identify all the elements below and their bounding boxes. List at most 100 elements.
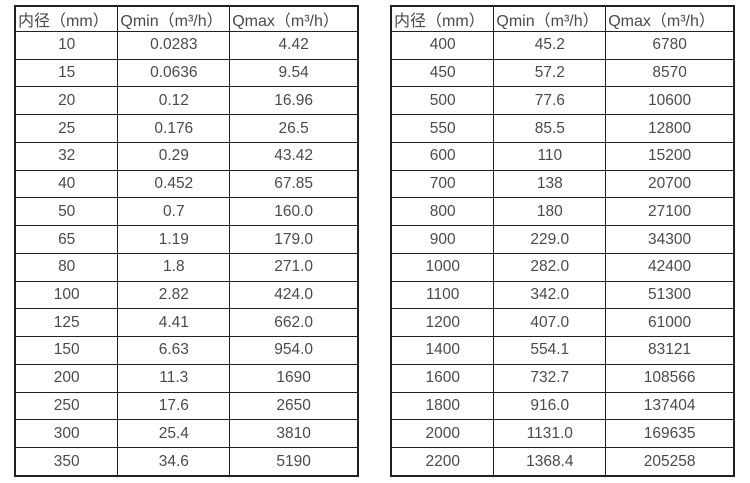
cell-qmax: 6780 xyxy=(605,31,735,60)
cell-qmax: 42400 xyxy=(605,252,735,282)
cell-qmin: 45.2 xyxy=(493,31,607,60)
cell-diameter: 300 xyxy=(14,419,119,449)
cell-qmin: 1.8 xyxy=(117,252,231,282)
cell-qmin: 1131.0 xyxy=(493,419,607,449)
cell-diameter: 600 xyxy=(390,141,495,171)
table-row: 450 57.2 8570 xyxy=(390,58,735,88)
cell-diameter: 32 xyxy=(14,141,119,171)
cell-diameter: 25 xyxy=(14,114,119,143)
cell-diameter: 450 xyxy=(390,58,495,88)
cell-qmax: 16.96 xyxy=(229,86,359,116)
cell-qmax: 160.0 xyxy=(229,197,359,227)
table-row: 50 0.7 160.0 xyxy=(14,197,359,227)
cell-qmax: 4.42 xyxy=(229,31,359,60)
cell-qmin: 732.7 xyxy=(493,363,607,393)
flow-spec-table-left: 内径（mm） Qmin（m³/h） Qmax（m³/h） 10 0.0283 4.4… xyxy=(14,5,359,477)
cell-diameter: 80 xyxy=(14,252,119,282)
table-row: 500 77.6 10600 xyxy=(390,86,735,116)
cell-diameter: 40 xyxy=(14,169,119,199)
cell-qmax: 424.0 xyxy=(229,280,359,310)
cell-qmin: 0.452 xyxy=(117,169,231,199)
cell-qmin: 138 xyxy=(493,169,607,199)
cell-diameter: 1600 xyxy=(390,363,495,393)
cell-qmin: 282.0 xyxy=(493,252,607,282)
cell-qmax: 51300 xyxy=(605,280,735,310)
cell-qmax: 26.5 xyxy=(229,114,359,143)
column-header-diameter: 内径（mm） xyxy=(390,5,495,32)
table-row: 200 11.3 1690 xyxy=(14,363,359,393)
table-row: 250 17.6 2650 xyxy=(14,391,359,421)
table-row: 700 138 20700 xyxy=(390,169,735,199)
cell-diameter: 10 xyxy=(14,31,119,60)
flow-spec-table-right: 内径（mm） Qmin（m³/h） Qmax（m³/h） 400 45.2 6780… xyxy=(390,5,735,477)
cell-diameter: 350 xyxy=(14,447,119,477)
cell-qmax: 5190 xyxy=(229,447,359,477)
cell-qmin: 554.1 xyxy=(493,336,607,365)
cell-diameter: 100 xyxy=(14,280,119,310)
table-row: 32 0.29 43.42 xyxy=(14,141,359,171)
cell-qmax: 137404 xyxy=(605,391,735,421)
cell-diameter: 800 xyxy=(390,197,495,227)
cell-diameter: 1200 xyxy=(390,308,495,338)
table-row: 600 110 15200 xyxy=(390,141,735,171)
cell-qmax: 9.54 xyxy=(229,58,359,88)
cell-qmin: 1.19 xyxy=(117,225,231,254)
cell-qmin: 342.0 xyxy=(493,280,607,310)
cell-diameter: 1000 xyxy=(390,252,495,282)
cell-qmax: 1690 xyxy=(229,363,359,393)
table-row: 25 0.176 26.5 xyxy=(14,114,359,143)
table-row: 80 1.8 271.0 xyxy=(14,252,359,282)
cell-diameter: 1800 xyxy=(390,391,495,421)
cell-qmin: 2.82 xyxy=(117,280,231,310)
cell-diameter: 200 xyxy=(14,363,119,393)
cell-diameter: 150 xyxy=(14,336,119,365)
cell-qmax: 20700 xyxy=(605,169,735,199)
cell-qmax: 271.0 xyxy=(229,252,359,282)
cell-diameter: 2200 xyxy=(390,447,495,477)
cell-diameter: 700 xyxy=(390,169,495,199)
table-body: 400 45.2 6780 450 57.2 8570 500 77.6 10600 550 85.… xyxy=(390,31,735,477)
table-row: 1400 554.1 83121 xyxy=(390,336,735,365)
cell-diameter: 500 xyxy=(390,86,495,116)
cell-qmax: 67.85 xyxy=(229,169,359,199)
cell-qmin: 6.63 xyxy=(117,336,231,365)
table-row: 350 34.6 5190 xyxy=(14,447,359,477)
cell-qmax: 108566 xyxy=(605,363,735,393)
cell-diameter: 125 xyxy=(14,308,119,338)
table-header-row: 内径（mm） Qmin（m³/h） Qmax（m³/h） xyxy=(390,5,735,32)
table-row: 900 229.0 34300 xyxy=(390,225,735,254)
table-row: 1800 916.0 137404 xyxy=(390,391,735,421)
cell-qmin: 34.6 xyxy=(117,447,231,477)
cell-qmin: 229.0 xyxy=(493,225,607,254)
cell-diameter: 250 xyxy=(14,391,119,421)
cell-qmax: 10600 xyxy=(605,86,735,116)
cell-qmin: 4.41 xyxy=(117,308,231,338)
table-row: 40 0.452 67.85 xyxy=(14,169,359,199)
cell-qmin: 17.6 xyxy=(117,391,231,421)
cell-qmax: 15200 xyxy=(605,141,735,171)
table-row: 300 25.4 3810 xyxy=(14,419,359,449)
cell-qmin: 180 xyxy=(493,197,607,227)
cell-qmin: 77.6 xyxy=(493,86,607,116)
cell-diameter: 15 xyxy=(14,58,119,88)
cell-qmin: 0.7 xyxy=(117,197,231,227)
cell-qmax: 34300 xyxy=(605,225,735,254)
column-header-qmin: Qmin（m³/h） xyxy=(117,5,231,32)
cell-qmax: 205258 xyxy=(605,447,735,477)
cell-qmax: 43.42 xyxy=(229,141,359,171)
table-row: 1200 407.0 61000 xyxy=(390,308,735,338)
cell-diameter: 400 xyxy=(390,31,495,60)
cell-qmin: 25.4 xyxy=(117,419,231,449)
cell-qmin: 0.0636 xyxy=(117,58,231,88)
cell-qmax: 179.0 xyxy=(229,225,359,254)
cell-diameter: 20 xyxy=(14,86,119,116)
cell-qmin: 916.0 xyxy=(493,391,607,421)
cell-diameter: 550 xyxy=(390,114,495,143)
cell-qmax: 954.0 xyxy=(229,336,359,365)
flow-spec-tables: 内径（mm） Qmin（m³/h） Qmax（m³/h） 10 0.0283 4.4… xyxy=(14,5,735,477)
column-header-qmin: Qmin（m³/h） xyxy=(493,5,607,32)
table-header-row: 内径（mm） Qmin（m³/h） Qmax（m³/h） xyxy=(14,5,359,32)
table-row: 10 0.0283 4.42 xyxy=(14,31,359,60)
cell-diameter: 50 xyxy=(14,197,119,227)
cell-qmin: 85.5 xyxy=(493,114,607,143)
